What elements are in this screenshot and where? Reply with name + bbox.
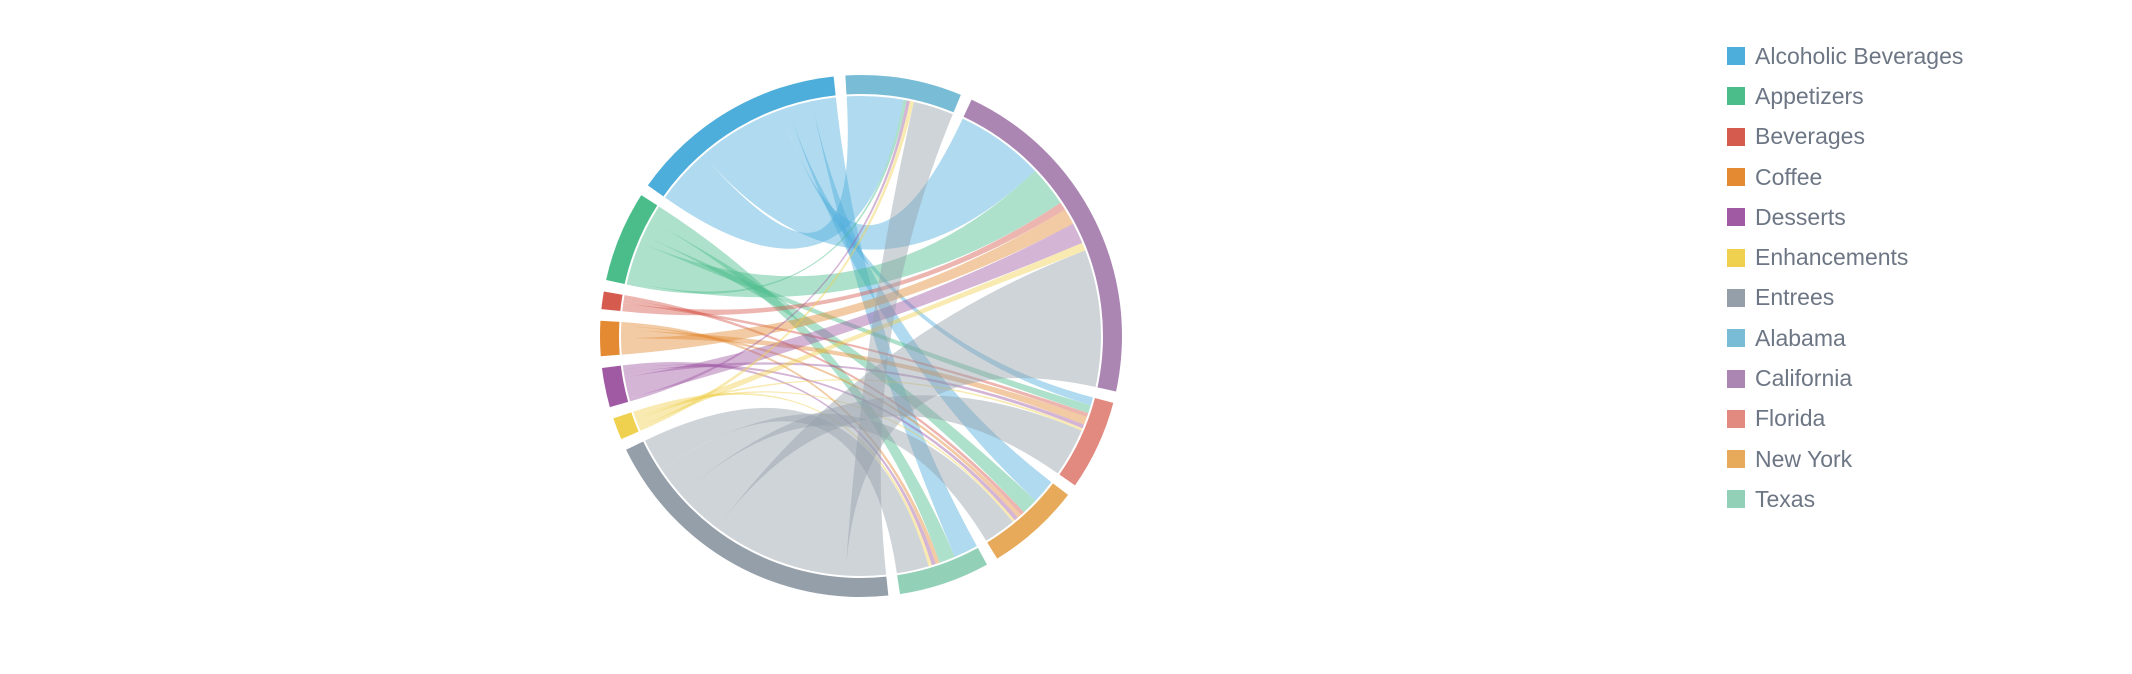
legend-item-alcoholic-beverages[interactable]: Alcoholic Beverages	[1727, 36, 1963, 76]
legend-item-desserts[interactable]: Desserts	[1727, 197, 1963, 237]
legend-item-enhancements[interactable]: Enhancements	[1727, 237, 1963, 277]
legend-swatch	[1727, 87, 1745, 106]
ribbon-layer	[620, 95, 1101, 576]
arc-layer	[599, 75, 1122, 597]
arc-desserts[interactable]	[601, 365, 629, 408]
legend-item-texas[interactable]: Texas	[1727, 479, 1963, 519]
legend-item-california[interactable]: California	[1727, 358, 1963, 398]
arc-california[interactable]	[963, 99, 1122, 392]
ribbon-alcoholic-beverages-to-texas[interactable]	[811, 97, 977, 557]
legend-swatch	[1727, 208, 1745, 227]
arc-alcoholic-beverages[interactable]	[647, 76, 836, 197]
arc-florida[interactable]	[1059, 397, 1114, 486]
legend-swatch	[1727, 329, 1745, 348]
legend-label: Alabama	[1755, 324, 1846, 351]
ribbon-entrees-to-new-york[interactable]	[661, 413, 1013, 541]
legend-swatch	[1727, 248, 1745, 267]
ribbon-alcoholic-beverages-to-new-york[interactable]	[787, 101, 1052, 501]
legend-swatch	[1727, 127, 1745, 146]
legend-item-florida[interactable]: Florida	[1727, 399, 1963, 439]
legend-swatch	[1727, 369, 1745, 388]
ribbon-alcoholic-beverages-to-california[interactable]	[703, 109, 1036, 250]
legend-item-appetizers[interactable]: Appetizers	[1727, 76, 1963, 116]
legend-swatch	[1727, 47, 1745, 66]
legend-item-new-york[interactable]: New York	[1727, 439, 1963, 479]
ribbon-entrees-to-texas[interactable]	[644, 407, 929, 574]
ribbon-enhancements-to-new-york[interactable]	[634, 391, 1015, 522]
ribbon-enhancements-to-california[interactable]	[635, 242, 1086, 428]
arc-coffee[interactable]	[599, 320, 620, 357]
arc-appetizers[interactable]	[606, 195, 658, 285]
legend-label: Desserts	[1755, 203, 1846, 230]
legend-item-beverages[interactable]: Beverages	[1727, 117, 1963, 157]
arc-entrees[interactable]	[626, 441, 889, 597]
legend-item-alabama[interactable]: Alabama	[1727, 318, 1963, 358]
ribbon-entrees-to-florida[interactable]	[681, 395, 1082, 528]
legend-label: Alcoholic Beverages	[1755, 42, 1964, 69]
ribbon-entrees-to-california[interactable]	[717, 250, 1101, 576]
ribbon-appetizers-to-florida[interactable]	[639, 235, 1091, 414]
legend-label: Beverages	[1755, 123, 1865, 150]
arc-new-york[interactable]	[987, 483, 1069, 559]
legend-swatch	[1727, 409, 1745, 428]
ribbon-appetizers-to-california[interactable]	[627, 170, 1061, 298]
legend-swatch	[1727, 490, 1745, 509]
legend-label: California	[1755, 365, 1853, 392]
ribbon-entrees-to-alabama[interactable]	[845, 101, 953, 576]
ribbon-appetizers-to-alabama[interactable]	[626, 99, 907, 294]
legend-label: Coffee	[1755, 163, 1823, 190]
legend-item-entrees[interactable]: Entrees	[1727, 278, 1963, 318]
legend-item-coffee[interactable]: Coffee	[1727, 157, 1963, 197]
arc-enhancements[interactable]	[613, 412, 639, 440]
legend-swatch	[1727, 168, 1745, 187]
ribbon-alcoholic-beverages-to-alabama[interactable]	[665, 95, 904, 249]
legend-swatch	[1727, 450, 1745, 469]
ribbon-coffee-to-california[interactable]	[621, 209, 1074, 355]
ribbon-desserts-to-california[interactable]	[624, 223, 1083, 399]
legend-label: Florida	[1755, 405, 1826, 432]
arc-texas[interactable]	[897, 547, 988, 595]
legend-label: Entrees	[1755, 284, 1835, 311]
legend-label: Appetizers	[1755, 82, 1864, 109]
legend-swatch	[1727, 288, 1745, 307]
legend-label: New York	[1755, 445, 1853, 472]
ribbon-appetizers-to-new-york[interactable]	[643, 220, 1036, 513]
arc-beverages[interactable]	[601, 291, 623, 312]
arc-alabama[interactable]	[845, 75, 961, 113]
legend-label: Texas	[1755, 485, 1816, 512]
legend: Alcoholic Beverages Appetizers Beverages Co…	[1727, 36, 1963, 520]
ribbon-desserts-to-florida[interactable]	[623, 362, 1085, 429]
legend-label: Enhancements	[1755, 244, 1909, 271]
